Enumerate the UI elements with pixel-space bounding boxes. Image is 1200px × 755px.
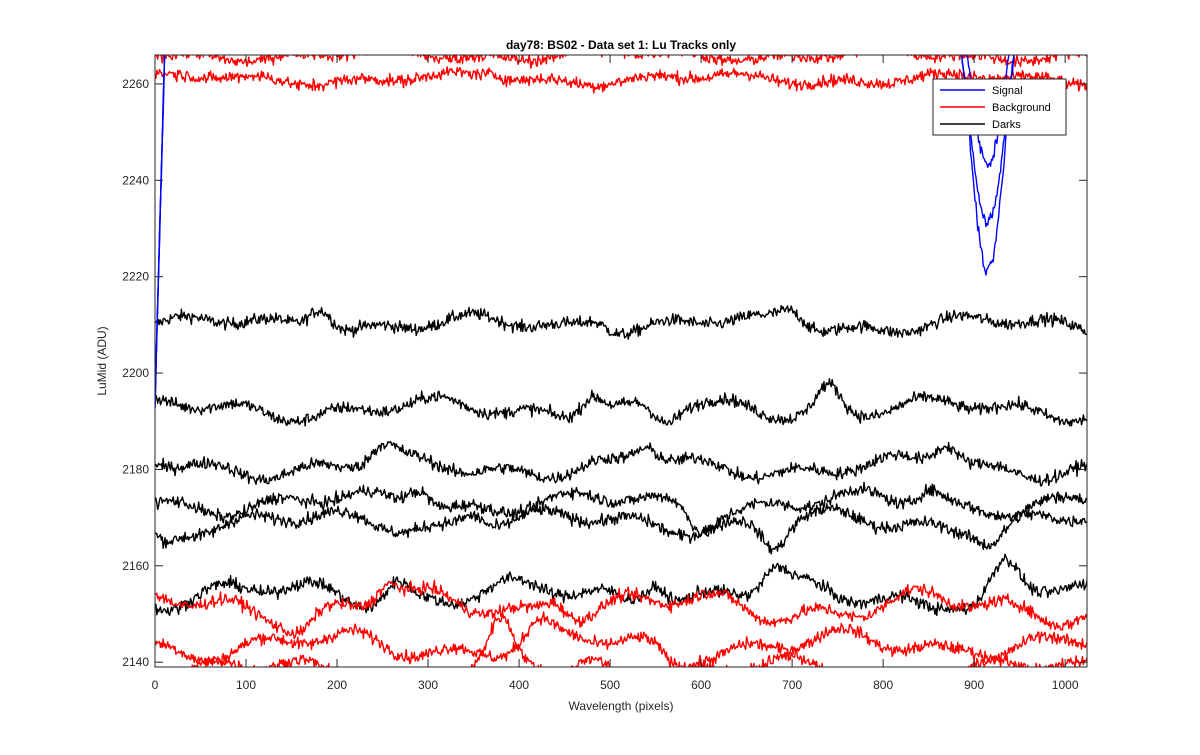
y-tick-label: 2180 [122,462,149,476]
y-tick-label: 2160 [122,559,149,573]
x-tick-label: 500 [600,678,620,692]
x-tick-label: 1000 [1052,678,1079,692]
series-line-darks-1 [155,305,1087,340]
series-layer [155,55,1087,667]
x-tick-label: 600 [691,678,711,692]
series-line-darks-4 [155,481,1087,538]
series-line-background-10 [155,611,1087,667]
legend-label-darks: Darks [992,119,1021,131]
series-line-background-7 [155,66,1087,94]
x-tick-label: 800 [873,678,893,692]
y-tick-label: 2240 [122,173,149,187]
x-axis-ticks: 0 100 200 300 400 500 600 700 800 900 1000 [152,55,1079,692]
plot-area [155,55,1087,667]
series-line-darks-6 [155,553,1087,617]
x-tick-label: 700 [782,678,802,692]
series-line-darks-5 [155,503,1087,555]
legend-label-background: Background [992,102,1051,114]
series-line-darks-2 [155,378,1087,427]
legend: Signal Background Darks [932,78,1067,136]
axes-box [154,54,1088,668]
series-line-background-8 [155,55,1087,69]
chart-title: day78: BS02 - Data set 1: Lu Tracks only [506,38,736,52]
x-tick-label: 200 [327,678,347,692]
x-tick-label: 0 [152,678,159,692]
legend-label-signal: Signal [992,85,1023,97]
x-tick-label: 400 [509,678,529,692]
y-tick-label: 2220 [122,270,149,284]
y-axis-label: LuMid (ADU) [95,326,109,395]
series-line-darks-3 [155,441,1087,487]
x-axis-label: Wavelength (pixels) [569,699,674,713]
x-tick-label: 900 [964,678,984,692]
series-line-background-11 [191,612,1087,667]
y-tick-label: 2140 [122,655,149,669]
x-tick-label: 300 [418,678,438,692]
x-tick-label: 100 [236,678,256,692]
y-tick-label: 2260 [122,77,149,91]
series-line-background-9 [155,579,1087,640]
y-tick-label: 2200 [122,366,149,380]
y-axis-ticks: 2140 2160 2180 2200 2220 2240 2260 [122,77,1087,669]
